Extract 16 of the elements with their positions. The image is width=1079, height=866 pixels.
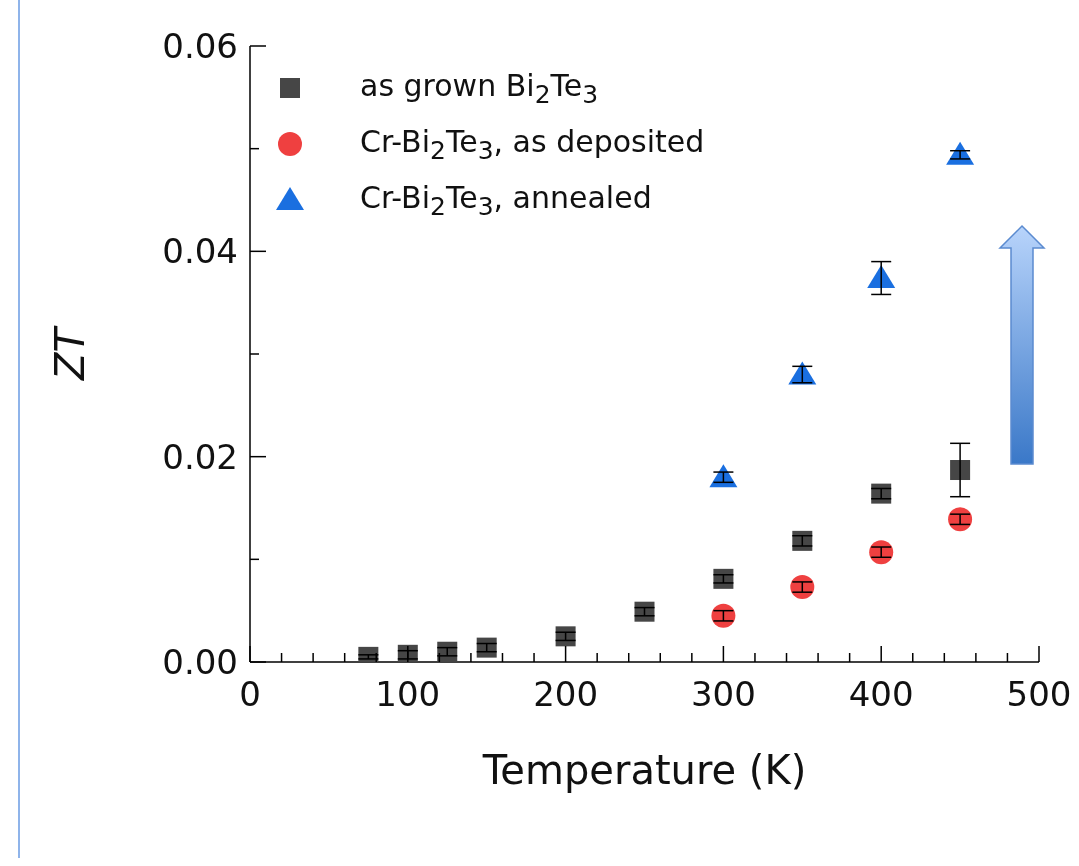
y-tick-label: 0.06	[162, 26, 238, 66]
legend-label: Cr-Bi$_{2}$Te$_{3}$, as deposited	[360, 123, 705, 165]
y-tick-label: 0.02	[162, 436, 238, 477]
x-axis-title: Temperature (K)	[481, 747, 807, 793]
x-tick-label: 300	[690, 674, 756, 714]
x-tick-label: 200	[533, 674, 599, 714]
x-tick-label: 100	[375, 674, 441, 714]
legend-label: Cr-Bi$_{2}$Te$_{3}$, annealed	[360, 179, 652, 221]
x-tick-label: 0	[239, 674, 261, 714]
x-tick-label: 500	[1006, 674, 1072, 714]
x-tick-label: 400	[848, 674, 914, 714]
y-axis-title: ZT	[47, 324, 94, 381]
y-tick-label: 0.00	[162, 642, 238, 682]
point	[950, 460, 971, 481]
y-tick-label: 0.04	[162, 231, 238, 272]
legend-label: as grown Bi$_{2}$Te$_{3}$	[360, 67, 599, 109]
